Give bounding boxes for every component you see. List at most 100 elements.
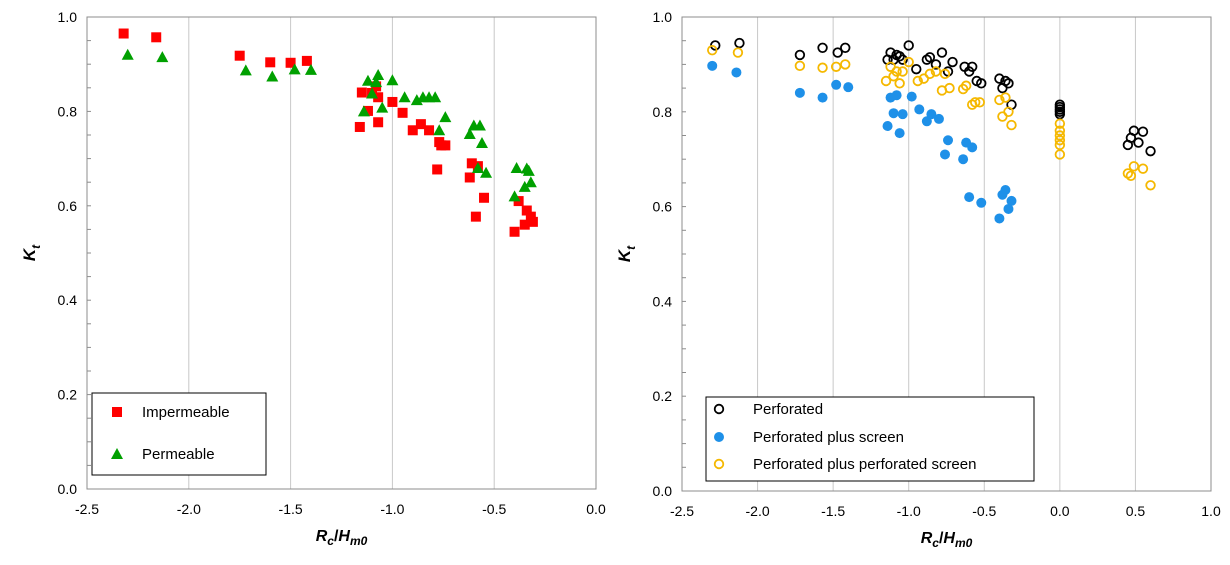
x-tick-label: 0.0 — [1050, 503, 1070, 519]
data-point — [366, 87, 379, 99]
y-tick-label: 0.6 — [653, 199, 673, 215]
data-point — [1128, 161, 1140, 172]
series-perforated — [710, 37, 1156, 157]
data-point — [794, 49, 806, 61]
data-point — [521, 205, 532, 216]
y-axis-label-part: t — [29, 244, 43, 249]
x-tick-label: 0.0 — [586, 501, 606, 517]
data-point — [1133, 137, 1144, 148]
data-point — [958, 154, 969, 165]
data-point — [897, 109, 908, 120]
x-tick-label: -2.5 — [670, 503, 694, 519]
data-point — [966, 61, 978, 72]
data-point — [1003, 106, 1014, 118]
legend-symbol — [713, 458, 725, 470]
data-point — [897, 54, 908, 65]
data-point — [373, 92, 384, 103]
data-point — [370, 76, 383, 88]
data-point — [156, 51, 169, 63]
data-point — [1125, 170, 1137, 181]
legend-label: Perforated — [753, 401, 823, 418]
y-axis-label-part: K — [615, 248, 634, 262]
data-point — [527, 216, 538, 227]
data-point — [508, 190, 521, 202]
data-point — [707, 44, 718, 56]
y-axis-label-part: K — [20, 247, 39, 261]
data-point — [840, 59, 851, 70]
data-point — [994, 73, 1005, 84]
series-perforated-plus-perforated-screen — [707, 44, 1156, 191]
x-axis-label-part: m0 — [350, 534, 368, 548]
y-tick-label: 0.2 — [653, 388, 673, 404]
y-tick-label: 0.6 — [58, 198, 78, 214]
data-point — [707, 60, 718, 71]
data-point — [734, 37, 745, 49]
data-point — [407, 125, 418, 136]
legend: Perforated Perforated plus screen Perforat… — [705, 396, 1035, 482]
y-axis-label: Kt — [20, 244, 43, 261]
data-point — [817, 62, 828, 73]
data-point — [1054, 118, 1066, 129]
data-point — [894, 78, 905, 89]
y-axis-label: Kt — [615, 245, 638, 262]
y-minor-ticks — [682, 16, 686, 492]
x-tick-label: -1.5 — [279, 501, 303, 517]
data-point — [239, 64, 252, 76]
data-point — [930, 66, 942, 77]
data-point — [387, 96, 398, 107]
data-point — [939, 149, 950, 160]
data-point — [903, 40, 914, 51]
legend: Impermeable Permeable — [91, 392, 267, 476]
data-point — [1145, 145, 1156, 157]
data-point — [509, 226, 520, 237]
data-point — [944, 82, 955, 94]
data-point — [356, 87, 367, 98]
y-tick-label: 0.0 — [653, 483, 673, 499]
data-point — [475, 137, 488, 149]
data-point — [994, 213, 1005, 224]
data-point — [947, 56, 958, 68]
y-minor-ticks — [87, 16, 91, 490]
data-point — [732, 47, 744, 58]
x-axis-label-part: / — [939, 530, 944, 547]
data-point — [373, 117, 384, 128]
data-point — [880, 75, 892, 87]
data-point — [921, 116, 932, 127]
y-tick-label: 0.8 — [653, 104, 673, 120]
data-point — [831, 79, 842, 90]
data-point — [464, 172, 475, 183]
x-tick-label: -2.5 — [75, 501, 99, 517]
data-point — [924, 68, 936, 80]
data-point — [936, 47, 948, 58]
data-point — [794, 60, 806, 72]
data-point — [970, 97, 981, 108]
x-axis-label: Rc/Hm0 — [921, 530, 973, 550]
x-axis-label: Rc/Hm0 — [316, 528, 368, 548]
data-point — [524, 176, 537, 188]
data-point — [882, 121, 893, 132]
x-axis-label-part: R — [316, 528, 328, 545]
data-point — [397, 107, 408, 118]
data-point — [479, 192, 490, 203]
data-point — [288, 63, 301, 75]
data-point — [960, 80, 972, 91]
data-point — [1137, 126, 1149, 137]
data-point — [471, 162, 484, 174]
data-point — [897, 66, 908, 77]
legend-symbol — [713, 403, 725, 415]
data-point — [525, 211, 536, 222]
data-point — [924, 52, 936, 63]
data-point — [794, 87, 805, 98]
data-point — [903, 56, 914, 68]
data-point — [470, 211, 481, 222]
y-tick-label: 0.2 — [58, 387, 78, 403]
data-point — [976, 78, 987, 89]
legend-symbol — [714, 432, 724, 442]
data-point — [466, 158, 477, 169]
data-point — [930, 59, 942, 70]
y-tick-label: 1.0 — [58, 9, 78, 25]
data-point — [285, 57, 296, 68]
data-point — [357, 105, 370, 117]
